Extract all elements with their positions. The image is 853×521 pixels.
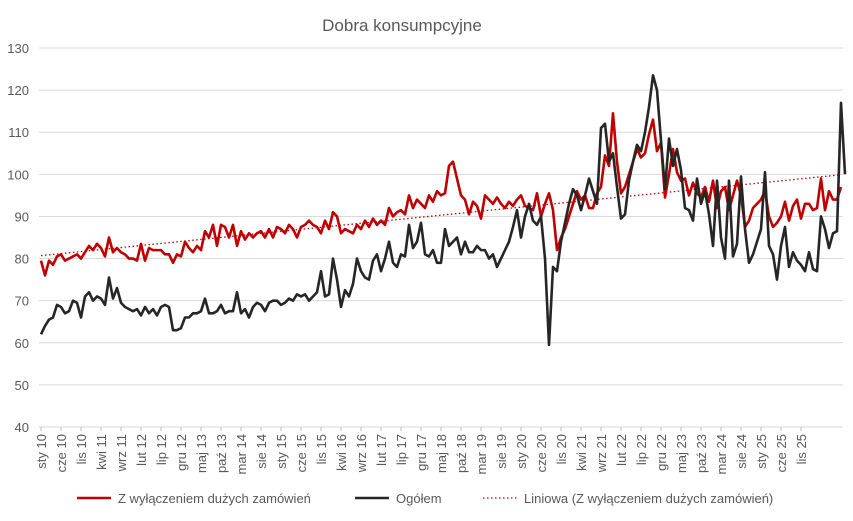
y-tick-label: 120 <box>7 83 29 98</box>
y-tick-label: 100 <box>7 167 29 182</box>
x-axis: sty 10 cze 10 lis 10 kwi 11 wrz 11 lut 12 lip … <box>34 427 809 474</box>
x-tick-label: maj 18 <box>434 434 449 473</box>
legend-label: Ogółem <box>396 491 442 506</box>
y-tick-label: 110 <box>8 125 29 140</box>
x-tick-label: kwi 16 <box>334 434 349 471</box>
x-tick-label: sty 15 <box>274 434 289 469</box>
y-tick-label: 90 <box>15 209 29 224</box>
x-tick-label: wrz 11 <box>114 434 129 472</box>
x-tick-label: cze 25 <box>774 434 789 472</box>
x-tick-label: maj 13 <box>194 434 209 473</box>
x-tick-label: cze 20 <box>534 434 549 472</box>
x-tick-label: lis 15 <box>314 434 329 464</box>
x-tick-label: lip 17 <box>394 434 409 465</box>
legend-label: Z wyłączeniem dużych zamówień <box>118 491 311 506</box>
x-tick-label: kwi 21 <box>574 434 589 471</box>
chart-title: Dobra konsumpcyjne <box>322 16 482 35</box>
x-tick-label: paź 23 <box>694 434 709 473</box>
x-tick-label: lut 22 <box>614 434 629 466</box>
x-tick-label: lip 22 <box>634 434 649 465</box>
x-tick-label: wrz 16 <box>354 434 369 473</box>
x-tick-label: kwi 11 <box>94 434 109 470</box>
x-tick-label: lis 25 <box>794 434 809 464</box>
y-tick-label: 70 <box>15 294 29 309</box>
x-tick-label: gru 17 <box>414 434 429 471</box>
x-tick-label: sie 19 <box>494 434 509 469</box>
x-tick-label: sty 20 <box>514 434 529 469</box>
x-tick-label: paź 13 <box>214 434 229 473</box>
x-tick-label: sty 25 <box>754 434 769 469</box>
x-tick-label: sie 14 <box>254 434 269 469</box>
x-tick-label: cze 10 <box>54 434 69 472</box>
x-tick-label: lis 20 <box>554 434 569 464</box>
x-tick-label: gru 12 <box>174 434 189 471</box>
y-tick-label: 60 <box>15 336 29 351</box>
y-tick-label: 40 <box>15 420 29 435</box>
x-tick-label: maj 23 <box>674 434 689 473</box>
x-tick-label: paź 18 <box>454 434 469 473</box>
y-tick-label: 50 <box>15 378 29 393</box>
x-tick-label: lis 10 <box>74 434 89 464</box>
legend-label: Liniowa (Z wyłączeniem dużych zamówień) <box>524 491 773 506</box>
x-tick-label: mar 19 <box>474 434 489 474</box>
series-line-0 <box>39 111 843 277</box>
x-tick-label: lut 17 <box>374 434 389 466</box>
y-axis-ticks: 40 50 60 70 80 90 100 110 120 130 <box>7 41 29 435</box>
x-tick-label: mar 14 <box>234 434 249 474</box>
legend: Z wyłączeniem dużych zamówień Ogółem Linio… <box>77 491 773 506</box>
x-tick-label: sie 24 <box>734 434 749 469</box>
grid-lines <box>39 47 843 428</box>
x-tick-label: gru 22 <box>654 434 669 471</box>
y-tick-label: 130 <box>7 41 29 56</box>
x-tick-label: mar 24 <box>714 434 729 474</box>
x-tick-label: cze 15 <box>294 434 309 472</box>
y-tick-label: 80 <box>15 252 29 267</box>
x-tick-label: wrz 21 <box>594 434 609 473</box>
series-line-1 <box>39 74 847 347</box>
x-tick-label: lut 12 <box>134 434 149 466</box>
x-tick-label: sty 10 <box>34 434 49 469</box>
series-group <box>39 74 847 347</box>
x-tick-label: lip 12 <box>154 434 169 465</box>
